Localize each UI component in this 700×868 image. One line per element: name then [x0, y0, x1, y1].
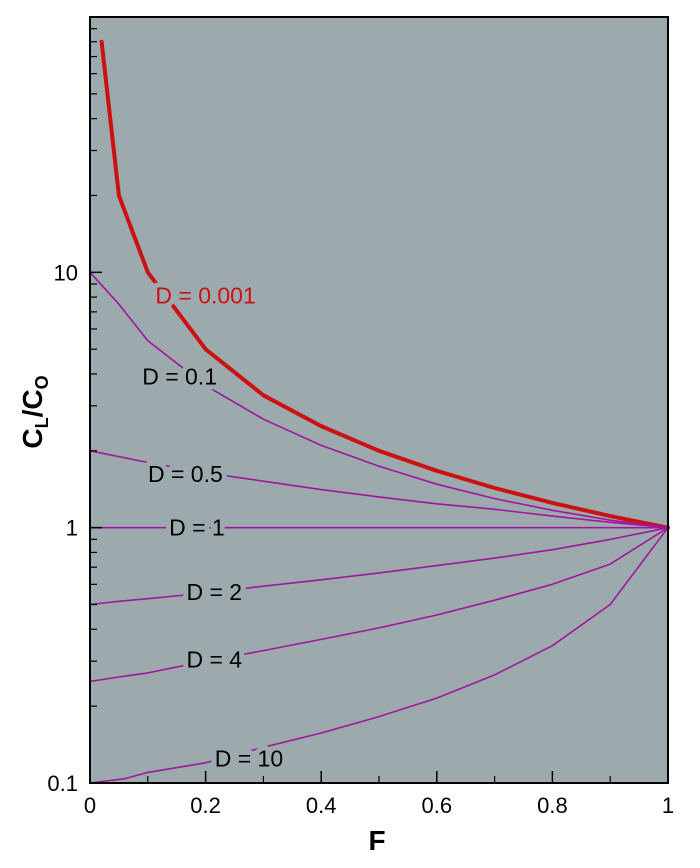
series-label-halo: D = 0.1 — [142, 364, 217, 390]
series-label-halo: D = 4 — [186, 646, 242, 672]
series-label: D = 0.001 — [155, 283, 255, 309]
y-axis-title-sub1: L — [32, 417, 52, 428]
x-tick-label: 0.4 — [306, 793, 337, 818]
y-tick-label: 0.1 — [47, 771, 78, 796]
series-label-halo: D = 10 — [215, 745, 283, 771]
series-label: D = 4 — [186, 646, 242, 672]
y-tick-label: 1 — [66, 516, 78, 541]
series-label: D = 10 — [215, 745, 283, 771]
y-axis-title: CL/CO — [17, 375, 52, 448]
plot-background — [90, 17, 668, 783]
x-tick-label: 0 — [84, 793, 96, 818]
x-axis-title: F — [368, 825, 385, 856]
y-axis-title-sub2: O — [32, 375, 52, 389]
x-tick-label: 1 — [662, 793, 674, 818]
x-tick-label: 0.6 — [422, 793, 453, 818]
series-label: D = 0.1 — [142, 364, 217, 390]
series-label: D = 0.5 — [148, 461, 223, 487]
series-label-halo: D = 1 — [169, 515, 225, 541]
series-label-halo: D = 0.5 — [148, 461, 223, 487]
y-tick-label: 10 — [54, 260, 78, 285]
x-tick-label: 0.8 — [537, 793, 568, 818]
series-line — [89, 450, 669, 529]
x-tick-label: 0.2 — [190, 793, 221, 818]
series-label-halo: D = 0.001 — [155, 283, 255, 309]
series-line — [89, 526, 669, 606]
series-label: D = 2 — [186, 579, 242, 605]
y-axis-title-slash: /C — [17, 389, 48, 417]
series-label: D = 1 — [169, 515, 225, 541]
series-line — [89, 526, 669, 683]
series-line — [99, 39, 670, 530]
series-label-halo: D = 2 — [186, 579, 242, 605]
series-line — [89, 526, 669, 784]
y-axis-title-main: C — [17, 428, 48, 448]
ticks-layer: 0 0.2 0.4 0.6 0.8 1 0.1 1 10 — [47, 28, 674, 818]
plot-frame — [89, 16, 669, 784]
series-line — [89, 271, 669, 529]
